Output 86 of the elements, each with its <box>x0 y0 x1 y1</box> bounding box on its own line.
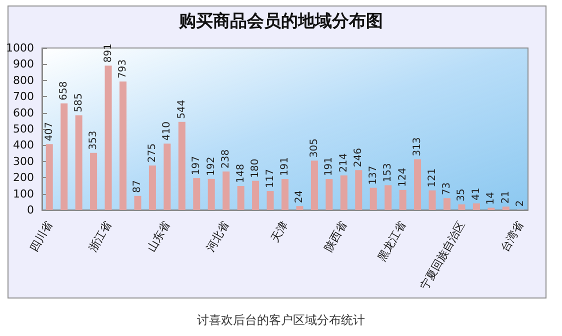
x-tick-label: 陕西省 <box>322 218 350 254</box>
bar <box>237 186 244 210</box>
bar <box>266 191 274 210</box>
data-label: 73 <box>442 182 452 196</box>
y-tick-label: 100 <box>13 187 34 200</box>
data-label: 353 <box>88 130 100 150</box>
x-tick-label: 四川省 <box>27 218 55 254</box>
bar <box>458 204 466 210</box>
bar <box>502 206 510 210</box>
data-label: 153 <box>382 163 394 182</box>
x-tick-label: 台湾省 <box>498 218 526 254</box>
y-tick-label: 500 <box>13 122 34 136</box>
y-tick-label: 200 <box>13 171 34 184</box>
y-tick-label: 400 <box>13 138 34 152</box>
data-label: 14 <box>486 192 497 205</box>
y-tick-label: 800 <box>13 74 34 87</box>
bar <box>414 159 422 210</box>
bar <box>120 82 126 210</box>
y-tick-label: 700 <box>13 90 34 104</box>
bar <box>399 190 406 210</box>
bar <box>46 144 53 210</box>
bar <box>60 103 68 210</box>
bar <box>370 188 377 210</box>
bar <box>472 203 480 210</box>
data-label: 41 <box>470 188 482 200</box>
data-label: 585 <box>73 93 84 112</box>
data-label: 305 <box>308 138 320 158</box>
bar <box>444 198 450 210</box>
y-tick-label: 300 <box>13 154 34 168</box>
y-tick-label: 600 <box>13 106 34 120</box>
bar <box>355 170 362 210</box>
data-label: 180 <box>250 158 262 178</box>
data-label: 21 <box>500 190 512 204</box>
bar <box>193 178 200 210</box>
data-label: 35 <box>456 188 468 202</box>
data-label: 891 <box>102 44 114 63</box>
bar <box>104 66 112 210</box>
bar <box>310 160 318 210</box>
data-label: 410 <box>162 121 173 141</box>
bar <box>164 144 171 210</box>
bar <box>148 165 156 210</box>
bar <box>252 180 260 210</box>
chart-title: 购买商品会员的地域分布图 <box>178 12 383 32</box>
data-label: 121 <box>426 168 438 188</box>
data-label: 313 <box>412 137 424 156</box>
x-tick-label: 河北省 <box>204 218 232 254</box>
x-tick-label: 宁夏回族自治区 <box>418 218 468 292</box>
data-label: 24 <box>294 190 306 204</box>
data-label: 191 <box>324 156 335 176</box>
bar <box>384 185 392 210</box>
bar <box>340 175 348 210</box>
data-label: 148 <box>235 164 246 184</box>
data-label: 192 <box>206 156 217 176</box>
bar <box>428 190 436 210</box>
x-tick-label: 山东省 <box>145 218 173 254</box>
bar <box>296 206 304 210</box>
data-label: 124 <box>397 168 408 187</box>
x-tick-label: 天津 <box>268 218 291 244</box>
bar <box>178 122 186 210</box>
data-label: 117 <box>264 168 276 188</box>
x-tick-label: 黑龙江省 <box>375 218 408 264</box>
data-label: 87 <box>132 180 144 193</box>
bar <box>326 179 333 210</box>
data-label: 793 <box>118 59 128 79</box>
data-label: 246 <box>353 148 364 168</box>
data-label: 407 <box>44 122 55 142</box>
bar <box>222 171 230 210</box>
y-tick-label: 0 <box>27 204 34 216</box>
y-tick-label: 1000 <box>6 42 34 54</box>
bar <box>90 152 98 210</box>
bar <box>134 196 142 210</box>
x-tick-label: 浙江省 <box>86 218 114 254</box>
data-label: 544 <box>176 100 188 119</box>
bar <box>75 115 82 210</box>
data-label: 214 <box>338 153 350 172</box>
data-label: 2 <box>515 200 526 207</box>
data-label: 191 <box>280 156 290 176</box>
bar <box>208 178 215 210</box>
data-label: 238 <box>220 149 232 168</box>
text: 讨喜欢后台的客户区域分布统计 <box>197 313 365 327</box>
data-label: 658 <box>58 81 70 100</box>
data-label: 197 <box>191 156 202 176</box>
bar <box>282 179 288 210</box>
data-label: 275 <box>146 143 158 162</box>
data-label: 137 <box>368 166 379 185</box>
y-tick-label: 900 <box>13 58 34 71</box>
